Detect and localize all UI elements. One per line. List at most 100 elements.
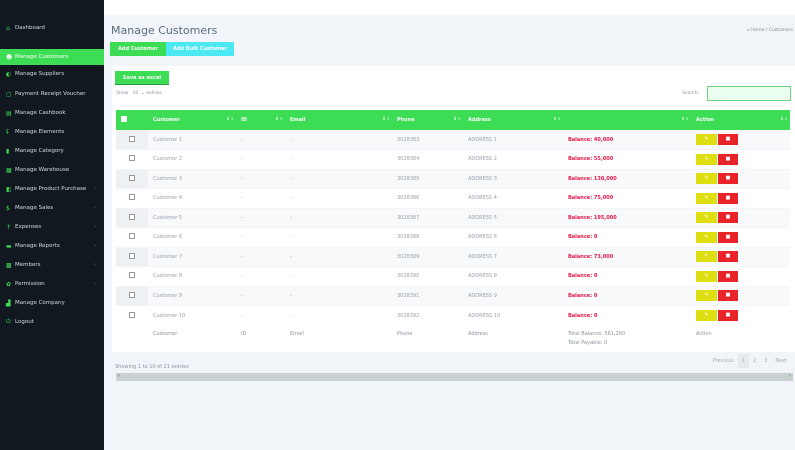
customer-id: -: [236, 168, 285, 189]
entries-select[interactable]: 10: [132, 91, 139, 96]
sidebar-item-manage-reports[interactable]: ▬ Manage Reports ‹: [0, 239, 104, 253]
customer-id: -: [236, 188, 285, 208]
row-checkbox[interactable]: [129, 291, 135, 298]
customer-phone: 3028384: [392, 149, 463, 169]
row-checkbox[interactable]: [129, 194, 135, 201]
edit-icon[interactable]: ✎: [696, 290, 717, 302]
row-checkbox[interactable]: [129, 213, 135, 220]
sort-icon[interactable]: ⇕ ⁞: [274, 117, 282, 122]
customer-phone: 3028387: [392, 207, 463, 228]
show-entries: Show 10 ⌄ entries: [116, 91, 162, 96]
scroll-left-icon[interactable]: ‹: [118, 373, 120, 379]
sidebar-item-members[interactable]: ▩ Members ‹: [0, 258, 104, 272]
row-select-cell: [116, 285, 148, 306]
trash-icon[interactable]: ■: [718, 270, 738, 282]
sidebar-item-manage-category[interactable]: ▮ Manage Category: [0, 144, 104, 158]
sort-icon[interactable]: ⇕ ⁞: [452, 117, 460, 122]
sort-icon[interactable]: ⇕ ⁞: [552, 117, 560, 122]
select-all-checkbox[interactable]: [121, 115, 127, 122]
horizontal-scrollbar[interactable]: ‹ ›: [116, 373, 793, 381]
gear-icon: ✿: [6, 280, 12, 288]
sidebar-item-logout[interactable]: ⏻ Logout: [0, 315, 104, 329]
sidebar-item-manage-cashbook[interactable]: ▤ Manage Cashbook: [0, 106, 104, 120]
column-header[interactable]: Email ⇕ ⁞: [285, 110, 392, 130]
sidebar-item-manage-suppliers[interactable]: ◐ Manage Suppliers: [0, 67, 104, 81]
pagination-previous[interactable]: Previous: [712, 358, 734, 364]
row-checkbox[interactable]: [129, 233, 135, 240]
trash-icon[interactable]: ■: [718, 212, 738, 224]
edit-icon[interactable]: ✎: [696, 270, 717, 282]
sort-icon[interactable]: ⇕ ⁞: [381, 117, 389, 122]
customer-email: -: [285, 305, 392, 325]
sidebar-item-dashboard[interactable]: ⌂ Dashboard: [0, 21, 104, 35]
row-checkbox[interactable]: [129, 311, 135, 318]
column-header[interactable]: Address ⇕ ⁞: [463, 110, 563, 130]
pagination-3[interactable]: 3: [764, 358, 768, 364]
customer-id: -: [236, 305, 285, 325]
sidebar-item-manage-elements[interactable]: ʢ Manage Elements: [0, 125, 104, 139]
customer-email: -: [285, 168, 392, 189]
column-header[interactable]: ID ⇕ ⁞: [236, 110, 285, 130]
footer-customer: Customer: [153, 331, 178, 337]
sidebar-item-manage-product-purchase[interactable]: ◧ Manage Product Purchase ‹: [0, 182, 104, 196]
customer-email: -: [285, 285, 392, 306]
search-input[interactable]: [707, 86, 791, 101]
row-checkbox[interactable]: [129, 272, 135, 279]
customer-balance: Balance: 0: [563, 285, 691, 306]
sidebar-item-manage-warehouse[interactable]: ▦ Manage Warehouse: [0, 163, 104, 177]
breadcrumb-home[interactable]: Home: [751, 28, 765, 33]
trash-icon[interactable]: ■: [718, 251, 738, 263]
edit-icon[interactable]: ✎: [696, 212, 717, 224]
add-customer-button[interactable]: Add Customer: [110, 42, 166, 56]
edit-icon[interactable]: ✎: [696, 251, 717, 263]
row-checkbox[interactable]: [129, 135, 135, 142]
search-label: Search:: [682, 91, 699, 96]
column-header[interactable]: Customer ⇕ ⁞: [148, 110, 236, 130]
column-header[interactable]: ⇕ ⁞: [563, 110, 691, 130]
sort-icon[interactable]: ⇕ ⁞: [225, 117, 233, 122]
edit-icon[interactable]: ✎: [696, 173, 717, 185]
edit-icon[interactable]: ✎: [696, 310, 717, 321]
sidebar-item-manage-sales[interactable]: $ Manage Sales ‹: [0, 201, 104, 215]
sidebar-item-manage-company[interactable]: ▟ Manage Company: [0, 296, 104, 310]
company-icon: ▟: [6, 299, 11, 307]
pagination-next[interactable]: Next: [775, 358, 787, 364]
customer-phone: 3028383: [392, 129, 463, 150]
edit-icon[interactable]: ✎: [696, 231, 717, 243]
pagination-1[interactable]: 1: [737, 354, 749, 368]
trash-icon[interactable]: ■: [718, 231, 738, 243]
sidebar-item-permission[interactable]: ✿ Permission ‹: [0, 277, 104, 291]
chevron-left-icon: ‹: [94, 224, 96, 230]
trash-icon[interactable]: ■: [718, 153, 738, 165]
column-header[interactable]: Phone ⇕ ⁞: [392, 110, 463, 130]
customer-address: ADDRESS 6: [463, 227, 563, 247]
trash-icon[interactable]: ■: [718, 173, 738, 185]
breadcrumb: ⌂ Home / Customers: [746, 28, 793, 33]
sort-icon[interactable]: ⇕ ⁞: [680, 117, 688, 122]
trash-icon[interactable]: ■: [718, 290, 738, 302]
row-checkbox[interactable]: [129, 174, 135, 181]
edit-icon[interactable]: ✎: [696, 153, 717, 165]
sidebar-item-expenses[interactable]: ↑ Expenses ‹: [0, 220, 104, 234]
add-bulk-customer-button[interactable]: Add Bulk Customer: [166, 42, 234, 56]
save-excel-button[interactable]: Save as excel: [115, 71, 169, 85]
customer-phone: 3028390: [392, 266, 463, 286]
sidebar-item-manage-customers[interactable]: ☻ Manage Customers: [0, 49, 104, 65]
trash-icon[interactable]: ■: [718, 134, 738, 146]
pagination-2[interactable]: 2: [752, 358, 757, 364]
sort-icon[interactable]: ⇕ ⁞: [779, 117, 787, 122]
trash-icon[interactable]: ■: [718, 310, 738, 321]
customer-name: Customer 3: [148, 168, 236, 189]
row-checkbox[interactable]: [129, 252, 135, 259]
trash-icon[interactable]: ■: [718, 192, 738, 204]
action-cell: ✎ ■: [691, 285, 790, 306]
category-icon: ▮: [6, 147, 10, 155]
edit-icon[interactable]: ✎: [696, 134, 717, 146]
customer-name: Customer 5: [148, 207, 236, 228]
action-cell: ✎ ■: [691, 227, 790, 247]
sidebar-item-payment-receipt-voucher[interactable]: ▢ Payment Receipt Voucher: [0, 87, 104, 101]
row-checkbox[interactable]: [129, 155, 135, 162]
edit-icon[interactable]: ✎: [696, 192, 717, 204]
scroll-right-icon[interactable]: ›: [789, 373, 791, 379]
column-header[interactable]: Action ⇕ ⁞: [691, 110, 790, 130]
